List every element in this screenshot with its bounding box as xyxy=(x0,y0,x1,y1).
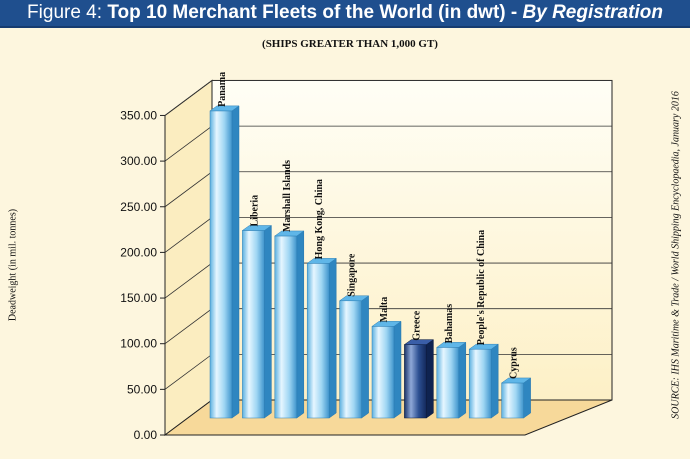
bar-side xyxy=(426,339,434,419)
y-tick-label: 150.00 xyxy=(120,291,157,305)
bar-side xyxy=(458,341,467,419)
title-bar: Figure 4: Top 10 Merchant Fleets of the … xyxy=(0,0,690,28)
bar: Bahamas xyxy=(436,304,467,419)
bar: Marshall Islands xyxy=(274,160,305,419)
bar-label: Bahamas xyxy=(444,304,455,344)
y-tick-label: 350.00 xyxy=(120,108,157,122)
bar-top xyxy=(500,377,532,384)
bar-label: Panama xyxy=(217,72,228,107)
bar-top xyxy=(468,343,499,350)
bar-top xyxy=(338,295,370,302)
y-tick-label: 250.00 xyxy=(120,200,157,214)
grid-line xyxy=(164,80,612,116)
bar-label: Cyprus xyxy=(509,347,520,379)
bar-side xyxy=(328,257,337,419)
left-wall xyxy=(164,79,213,436)
bar-label: Hong Kong, China xyxy=(314,179,325,259)
figure-title: Figure 4: Top 10 Merchant Fleets of the … xyxy=(0,0,690,26)
bar-top xyxy=(209,105,240,112)
bar-front xyxy=(468,348,492,419)
bar: People's Republic of China xyxy=(468,230,499,419)
bar-front xyxy=(404,344,427,419)
y-tick-label: 0.00 xyxy=(134,428,158,442)
y-tick-label: 200.00 xyxy=(120,245,157,259)
bar-label: Liberia xyxy=(249,195,260,227)
bar: Cyprus xyxy=(500,347,532,419)
bar: Greece xyxy=(403,310,435,419)
figure-number: Figure 4: xyxy=(27,2,103,23)
bar-top xyxy=(403,339,435,345)
bar-front xyxy=(371,326,395,419)
figure-title-emphasis: By Registration xyxy=(522,2,663,23)
bar-front xyxy=(501,382,524,419)
bar: Hong Kong, China xyxy=(306,179,337,419)
bar-side xyxy=(264,225,272,419)
bar-top xyxy=(274,230,305,237)
bar-front xyxy=(209,110,233,419)
bar: Malta xyxy=(371,297,402,419)
bar: Panama xyxy=(209,72,240,419)
bar-top xyxy=(306,258,337,264)
y-tick-label: 50.00 xyxy=(127,382,157,396)
bar-side xyxy=(490,343,499,419)
bar-front xyxy=(242,230,265,419)
bar-label: Marshall Islands xyxy=(282,160,293,232)
y-tick-label: 300.00 xyxy=(120,154,157,168)
figure-title-main: Top 10 Merchant Fleets of the World (in … xyxy=(107,2,518,23)
y-axis-ticks: 0.00 50.00 100.00 150.00 200.00 250.00 300.00 3… xyxy=(120,108,166,442)
bar-side xyxy=(296,230,305,419)
bar-side xyxy=(523,377,531,419)
bar-front xyxy=(339,300,362,419)
y-tick-label: 100.00 xyxy=(120,337,157,351)
bar-front xyxy=(306,263,330,419)
bar-label: People's Republic of China xyxy=(476,230,487,345)
bar-side xyxy=(361,295,369,419)
bar-top xyxy=(241,225,273,231)
chart-subtitle: (SHIPS GREATER THAN 1,000 GT) xyxy=(262,38,438,50)
bar-label: Malta xyxy=(379,297,390,323)
bar-label: Greece xyxy=(411,310,422,340)
bar-front xyxy=(436,347,460,419)
bar-front xyxy=(274,235,298,419)
bar: Singapore xyxy=(338,253,370,419)
bar-side xyxy=(231,105,240,419)
bar: Liberia xyxy=(241,195,273,419)
bar-top xyxy=(436,342,467,348)
bar-label: Singapore xyxy=(347,253,358,297)
bar-top xyxy=(371,321,402,327)
bar-side xyxy=(393,320,402,419)
bars: Panama Liberia Marshall Islands Hong Kong, … xyxy=(209,72,532,419)
